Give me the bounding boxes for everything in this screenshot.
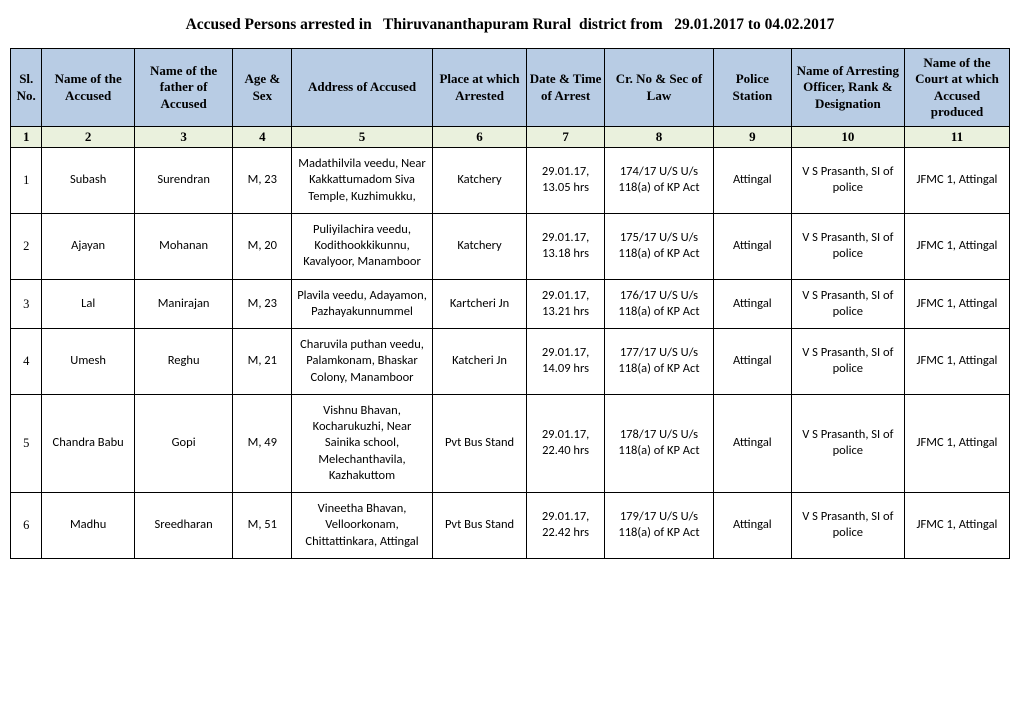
cell-place: Pvt Bus Stand xyxy=(432,493,526,559)
table-row: 5 Chandra Babu Gopi M, 49 Vishnu Bhavan,… xyxy=(11,394,1010,492)
cell-accused: Lal xyxy=(42,279,134,329)
cell-station: Attingal xyxy=(714,279,792,329)
table-row: 4 Umesh Reghu M, 21 Charuvila puthan vee… xyxy=(11,329,1010,395)
cell-address: Vishnu Bhavan, Kocharukuzhi, Near Sainik… xyxy=(292,394,433,492)
cell-address: Vineetha Bhavan, Velloorkonam, Chittatti… xyxy=(292,493,433,559)
cell-station: Attingal xyxy=(714,213,792,279)
cell-crno: 178/17 U/S U/s 118(a) of KP Act xyxy=(604,394,713,492)
col-header-address: Address of Accused xyxy=(292,49,433,127)
cell-station: Attingal xyxy=(714,493,792,559)
cell-age: M, 23 xyxy=(233,279,292,329)
cell-address: Plavila veedu, Adayamon, Pazhayakunnumme… xyxy=(292,279,433,329)
table-header-row: Sl. No. Name of the Accused Name of the … xyxy=(11,49,1010,127)
col-header-age: Age & Sex xyxy=(233,49,292,127)
table-row: 2 Ajayan Mohanan M, 20 Puliyilachira vee… xyxy=(11,213,1010,279)
col-num: 11 xyxy=(904,127,1009,148)
col-num: 10 xyxy=(791,127,904,148)
col-header-place: Place at which Arrested xyxy=(432,49,526,127)
col-header-station: Police Station xyxy=(714,49,792,127)
cell-sl: 3 xyxy=(11,279,42,329)
cell-address: Charuvila puthan veedu, Palamkonam, Bhas… xyxy=(292,329,433,395)
col-num: 6 xyxy=(432,127,526,148)
cell-accused: Chandra Babu xyxy=(42,394,134,492)
table-row: 3 Lal Manirajan M, 23 Plavila veedu, Ada… xyxy=(11,279,1010,329)
cell-accused: Umesh xyxy=(42,329,134,395)
cell-place: Katchery xyxy=(432,213,526,279)
cell-age: M, 51 xyxy=(233,493,292,559)
cell-crno: 176/17 U/S U/s 118(a) of KP Act xyxy=(604,279,713,329)
cell-court: JFMC 1, Attingal xyxy=(904,279,1009,329)
cell-father: Gopi xyxy=(134,394,233,492)
cell-sl: 4 xyxy=(11,329,42,395)
cell-officer: V S Prasanth, SI of police xyxy=(791,213,904,279)
cell-address: Puliyilachira veedu, Kodithookkikunnu, K… xyxy=(292,213,433,279)
cell-place: Katcheri Jn xyxy=(432,329,526,395)
cell-officer: V S Prasanth, SI of police xyxy=(791,279,904,329)
cell-accused: Madhu xyxy=(42,493,134,559)
cell-station: Attingal xyxy=(714,148,792,214)
cell-crno: 175/17 U/S U/s 118(a) of KP Act xyxy=(604,213,713,279)
cell-sl: 1 xyxy=(11,148,42,214)
cell-court: JFMC 1, Attingal xyxy=(904,329,1009,395)
cell-officer: V S Prasanth, SI of police xyxy=(791,493,904,559)
col-num: 7 xyxy=(527,127,605,148)
col-header-court: Name of the Court at which Accused produ… xyxy=(904,49,1009,127)
cell-crno: 179/17 U/S U/s 118(a) of KP Act xyxy=(604,493,713,559)
col-header-date: Date & Time of Arrest xyxy=(527,49,605,127)
cell-date: 29.01.17, 14.09 hrs xyxy=(527,329,605,395)
col-num: 2 xyxy=(42,127,134,148)
cell-date: 29.01.17, 13.18 hrs xyxy=(527,213,605,279)
table-row: 1 Subash Surendran M, 23 Madathilvila ve… xyxy=(11,148,1010,214)
cell-station: Attingal xyxy=(714,394,792,492)
cell-accused: Subash xyxy=(42,148,134,214)
cell-age: M, 21 xyxy=(233,329,292,395)
cell-address: Madathilvila veedu, Near Kakkattumadom S… xyxy=(292,148,433,214)
col-num: 4 xyxy=(233,127,292,148)
col-num: 9 xyxy=(714,127,792,148)
cell-sl: 5 xyxy=(11,394,42,492)
cell-officer: V S Prasanth, SI of police xyxy=(791,394,904,492)
cell-place: Kartcheri Jn xyxy=(432,279,526,329)
cell-place: Katchery xyxy=(432,148,526,214)
cell-age: M, 20 xyxy=(233,213,292,279)
cell-date: 29.01.17, 22.40 hrs xyxy=(527,394,605,492)
cell-date: 29.01.17, 13.21 hrs xyxy=(527,279,605,329)
table-colnum-row: 1 2 3 4 5 6 7 8 9 10 11 xyxy=(11,127,1010,148)
table-row: 6 Madhu Sreedharan M, 51 Vineetha Bhavan… xyxy=(11,493,1010,559)
arrest-table: Sl. No. Name of the Accused Name of the … xyxy=(10,48,1010,559)
cell-crno: 177/17 U/S U/s 118(a) of KP Act xyxy=(604,329,713,395)
cell-court: JFMC 1, Attingal xyxy=(904,493,1009,559)
cell-court: JFMC 1, Attingal xyxy=(904,213,1009,279)
cell-officer: V S Prasanth, SI of police xyxy=(791,148,904,214)
cell-father: Surendran xyxy=(134,148,233,214)
cell-accused: Ajayan xyxy=(42,213,134,279)
cell-father: Manirajan xyxy=(134,279,233,329)
cell-court: JFMC 1, Attingal xyxy=(904,394,1009,492)
cell-date: 29.01.17, 13.05 hrs xyxy=(527,148,605,214)
col-num: 1 xyxy=(11,127,42,148)
cell-crno: 174/17 U/S U/s 118(a) of KP Act xyxy=(604,148,713,214)
cell-officer: V S Prasanth, SI of police xyxy=(791,329,904,395)
page-title: Accused Persons arrested in Thiruvananth… xyxy=(10,16,1010,34)
col-header-officer: Name of Arresting Officer, Rank & Design… xyxy=(791,49,904,127)
cell-sl: 2 xyxy=(11,213,42,279)
col-header-accused: Name of the Accused xyxy=(42,49,134,127)
col-header-crno: Cr. No & Sec of Law xyxy=(604,49,713,127)
col-header-father: Name of the father of Accused xyxy=(134,49,233,127)
col-num: 8 xyxy=(604,127,713,148)
cell-father: Sreedharan xyxy=(134,493,233,559)
cell-age: M, 23 xyxy=(233,148,292,214)
table-body: 1 Subash Surendran M, 23 Madathilvila ve… xyxy=(11,148,1010,559)
cell-father: Mohanan xyxy=(134,213,233,279)
cell-age: M, 49 xyxy=(233,394,292,492)
cell-court: JFMC 1, Attingal xyxy=(904,148,1009,214)
cell-station: Attingal xyxy=(714,329,792,395)
cell-date: 29.01.17, 22.42 hrs xyxy=(527,493,605,559)
col-num: 5 xyxy=(292,127,433,148)
cell-place: Pvt Bus Stand xyxy=(432,394,526,492)
cell-father: Reghu xyxy=(134,329,233,395)
cell-sl: 6 xyxy=(11,493,42,559)
col-num: 3 xyxy=(134,127,233,148)
col-header-sl: Sl. No. xyxy=(11,49,42,127)
